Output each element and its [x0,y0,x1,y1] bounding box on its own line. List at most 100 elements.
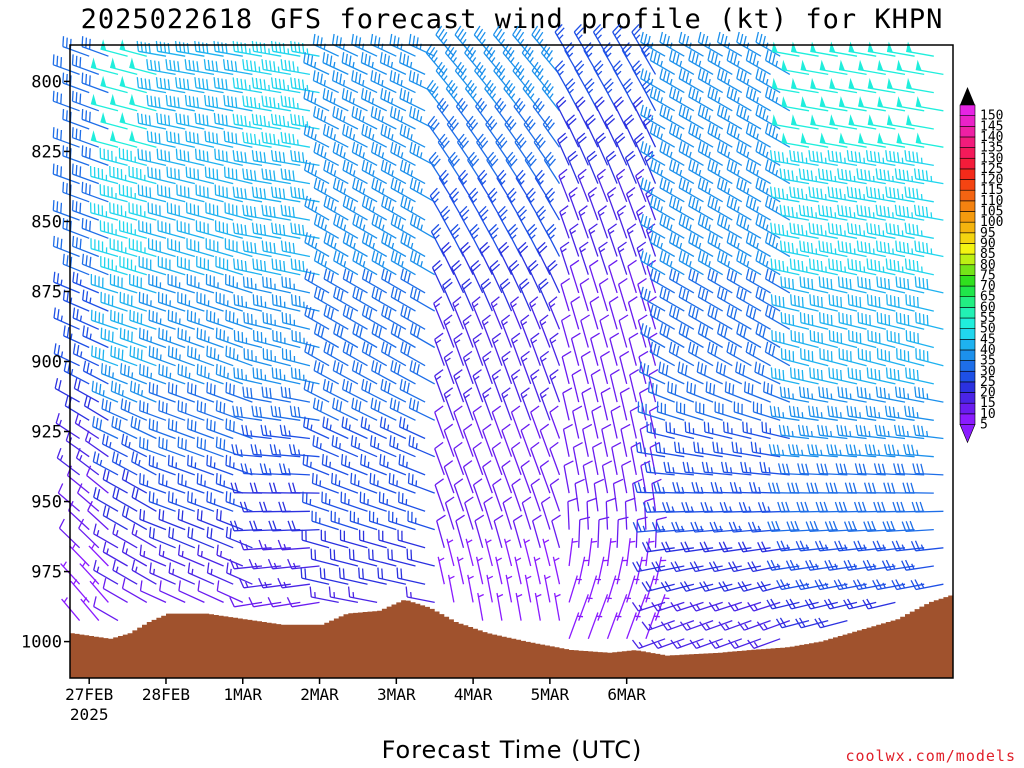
wind-barb [187,491,215,512]
barb-full-flag [360,454,363,465]
barb-pennant [100,75,107,87]
barb-staff [313,187,340,203]
barb-half-flag [352,134,356,141]
barb-half-flag [338,480,341,487]
barb-full-flag [240,42,243,53]
barb-staff [62,155,90,167]
wind-barb [139,363,167,385]
barb-staff [263,68,291,76]
barb-staff [272,159,301,167]
wind-barb [358,567,387,585]
barb-full-flag [269,444,274,455]
barb-full-flag [349,345,354,356]
barb-full-flag [187,562,191,573]
wind-barb [319,567,349,585]
barb-full-flag [339,181,344,193]
wind-barb [280,240,311,258]
wind-barb [352,323,378,349]
barb-full-flag [281,312,284,323]
barb-full-flag [261,204,264,216]
barb-full-flag [88,38,91,50]
barb-full-flag [368,308,373,320]
barb-full-flag [249,133,253,144]
barb-full-flag [102,505,107,516]
wind-barb [90,93,119,112]
barb-staff [139,482,167,494]
wind-barb [112,523,138,549]
barb-full-flag [339,364,344,375]
barb-full-flag [177,363,180,375]
wind-barb [121,469,148,494]
barb-full-flag [184,366,187,378]
barb-full-flag [198,149,201,161]
barb-full-flag [189,131,192,143]
wind-barb [287,520,320,532]
barb-full-flag [100,327,103,339]
barb-full-flag [349,308,354,320]
barb-full-flag [115,453,119,464]
barb-full-flag [306,455,309,467]
barb-staff [225,355,253,367]
wind-barb [52,200,80,221]
barb-full-flag [288,387,291,399]
barb-full-flag [255,78,259,89]
wind-barb [233,258,263,276]
barb-full-flag [342,341,347,352]
barb-full-flag [79,166,82,177]
barb-full-flag [265,96,268,107]
wind-barb [233,330,263,349]
barb-staff [120,372,148,385]
barb-full-flag [270,150,274,161]
barb-staff [72,64,100,76]
barb-half-flag [277,103,280,109]
barb-staff [313,115,339,130]
barb-staff [273,339,301,349]
barb-full-flag [237,295,240,306]
barb-half-flag [258,103,261,109]
barb-full-flag [330,308,335,320]
barb-full-flag [102,578,107,589]
barb-full-flag [331,435,335,446]
barb-full-flag [311,236,315,247]
barb-half-flag [387,424,390,431]
barb-full-flag [85,327,89,338]
wind-barb [251,186,282,203]
barb-staff [243,396,272,403]
wind-barb [92,451,119,476]
barb-staff [263,396,291,403]
barb-staff [138,122,167,130]
barb-staff [253,565,282,570]
wind-barb [252,258,282,276]
barb-half-flag [70,297,73,304]
barb-staff [159,554,186,567]
barb-full-flag [284,132,287,144]
barb-full-flag [242,240,245,252]
wind-barb [52,127,80,148]
barb-staff [53,137,80,148]
barb-full-flag [62,217,65,229]
barb-full-flag [81,181,84,193]
barb-full-flag [278,115,282,126]
wind-barb [313,106,339,130]
barb-staff [168,464,196,476]
wind-barb [129,345,157,367]
barb-staff [87,510,109,531]
barb-full-flag [312,435,315,446]
barb-full-flag [288,482,293,493]
barb-staff [188,572,215,585]
barb-full-flag [290,222,293,234]
barb-staff [207,572,234,585]
barb-full-flag [662,33,667,45]
barb-staff [234,87,263,94]
wind-barb [358,529,387,549]
barb-pennant [110,93,116,106]
barb-staff [186,104,215,112]
wind-barb [93,523,119,549]
barb-pennant [110,130,116,142]
barb-full-flag [329,91,333,103]
barb-staff [167,68,195,76]
barb-full-flag [339,401,343,412]
barb-full-flag [665,421,668,433]
barb-full-flag [240,406,243,418]
barb-half-flag [462,38,467,45]
